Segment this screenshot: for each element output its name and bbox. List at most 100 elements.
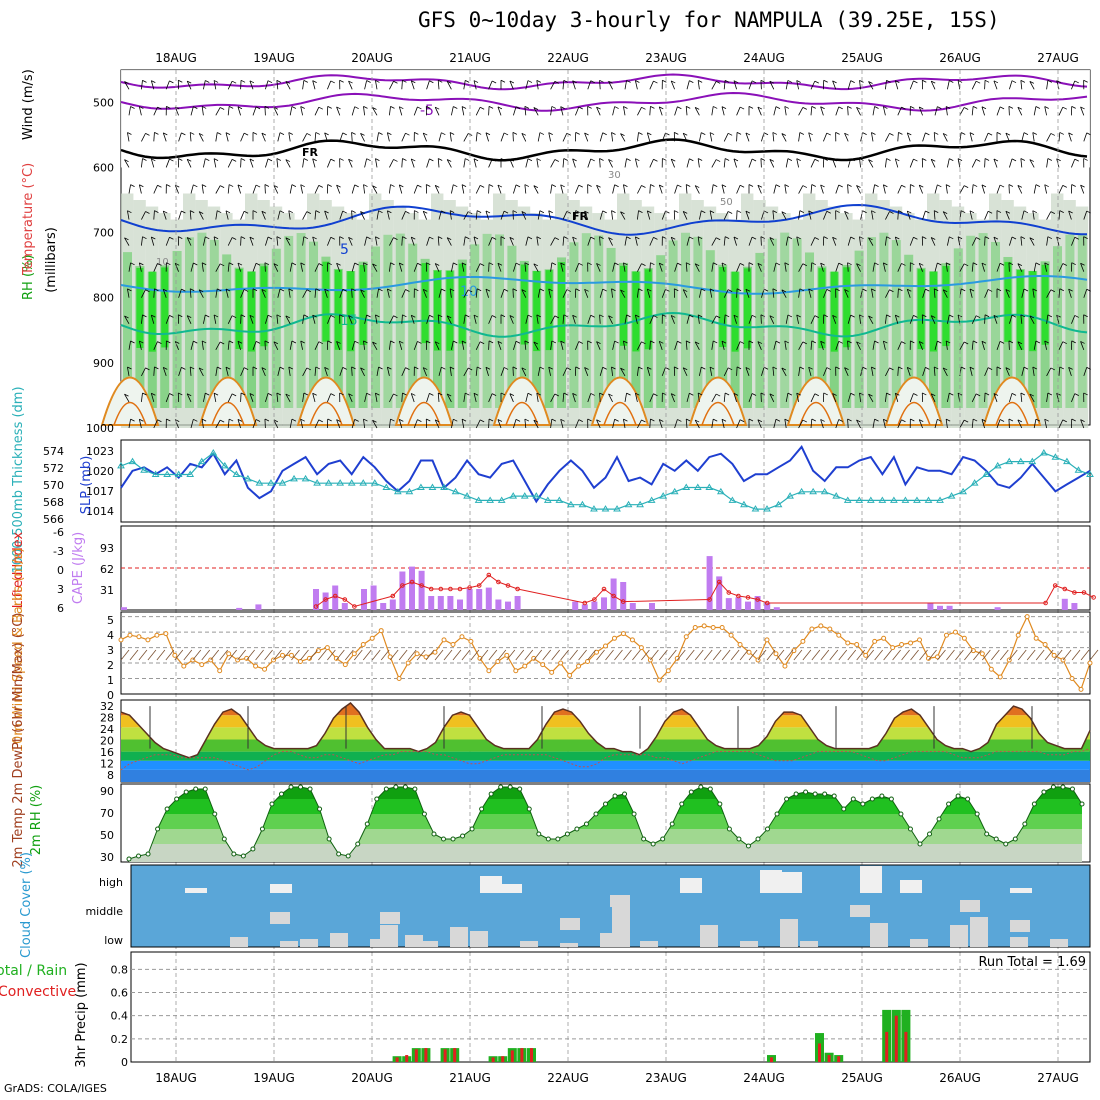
wind-barb-flag [1047,314,1053,318]
wind-barb [658,341,663,350]
wind-barb [769,315,775,324]
rh-point [812,791,818,797]
wind-barb [596,341,601,350]
wind-barb [897,366,899,376]
wind-barb-flag [981,419,987,422]
wind-barb [1080,263,1085,272]
wind-barb [389,340,391,350]
wind-barb-flag [701,210,706,214]
surface-wind-barb [757,649,767,661]
wind-barb-flag [157,184,162,188]
rh-point [641,836,647,842]
thickness-point [543,496,552,503]
wind-barb-flag [267,80,273,84]
wind-barb [240,367,245,377]
wind-barb [847,236,852,246]
wind-barb-flag [659,106,664,110]
thickness-point [359,479,368,486]
wind-barb-flag [832,236,837,240]
wind-barb [757,419,762,429]
wind-barb [1009,393,1013,403]
wind-barb [959,132,962,142]
wind-barb [475,132,478,142]
wind-barb-flag [303,158,309,161]
wind-barb-flag [683,211,688,214]
wind-barb-flag [883,184,888,188]
wind-barb-flag [1020,236,1026,240]
wind-barb-flag [913,158,918,162]
cape-label: CAPE (J/kg) [71,532,86,604]
wind-barb-flag [701,132,706,135]
wind-barb [624,393,627,403]
pressure-tick: 500 [93,96,114,109]
wind-barb [785,314,789,324]
wind-barb [649,159,654,168]
wind-barb-flag [441,210,446,214]
wind-barb [685,262,688,272]
wind-barb-flag [390,262,395,266]
wind-barb [820,184,824,194]
wind-speed-point [594,649,600,655]
wind-barb [198,211,204,220]
rh-band-high [458,263,466,344]
wind-barb-flag [961,210,966,214]
wind-barb-flag [910,340,915,344]
wind-barb [847,340,849,350]
wind-barb-flag [390,184,395,187]
wind-barb-flag [671,315,676,318]
wind-barb-flag [608,393,613,397]
li-point [467,585,472,590]
wind-barb-flag [802,419,808,423]
surface-wind-barb [416,649,426,661]
wind-barb-flag [1056,314,1061,318]
wind-barb [252,341,257,350]
surface-wind-barb [551,649,560,661]
wind-barb-flag [163,210,168,214]
wind-barb [351,262,356,272]
cape-bar [946,605,953,610]
wind-barb [240,211,245,220]
wind-barb [947,80,950,90]
wind-barb-flag [351,288,356,292]
wind-barb-flag [130,418,135,422]
cape-bar [399,571,406,610]
wind-barb-flag [330,236,335,240]
li-point [755,597,760,602]
thickness-point [244,474,252,482]
wind-barb [930,393,936,403]
wind-barb [153,132,155,142]
wind-barb [835,106,840,116]
wind-barb-flag [844,367,849,371]
wind-barb [686,393,690,403]
wind-barb [575,185,580,194]
wind-barb-flag [993,314,999,318]
wind-barb-flag [479,419,485,423]
wind-barb [871,132,874,142]
wind-barb-flag [1056,236,1061,240]
wind-barb-flag [515,184,521,188]
wind-barb [1083,132,1088,142]
wind-barb [446,315,452,324]
thickness-point [255,479,264,486]
wind-barb [273,107,279,116]
cape-bar [745,601,751,610]
wind-barb-flag [745,132,751,136]
wind-barb-flag [441,132,446,136]
surface-wind-barb [650,649,659,661]
wind-barb [835,341,840,350]
wind-barb [820,106,824,116]
wind-barb [302,392,305,403]
rh-point [298,784,304,790]
wind-barb [461,184,465,194]
wind-speed-point [710,624,716,630]
wind-barb [572,236,576,246]
wind-barb [918,419,923,429]
wind-barb [165,80,170,90]
wind-barb [868,81,874,90]
wind-speed-point [701,623,707,629]
wind-barb-flag [446,237,452,241]
wind-barb-flag [327,340,332,344]
cloud-level-label: high [99,876,123,889]
wind-barb-flag [859,314,864,318]
wind-barb [772,288,775,298]
